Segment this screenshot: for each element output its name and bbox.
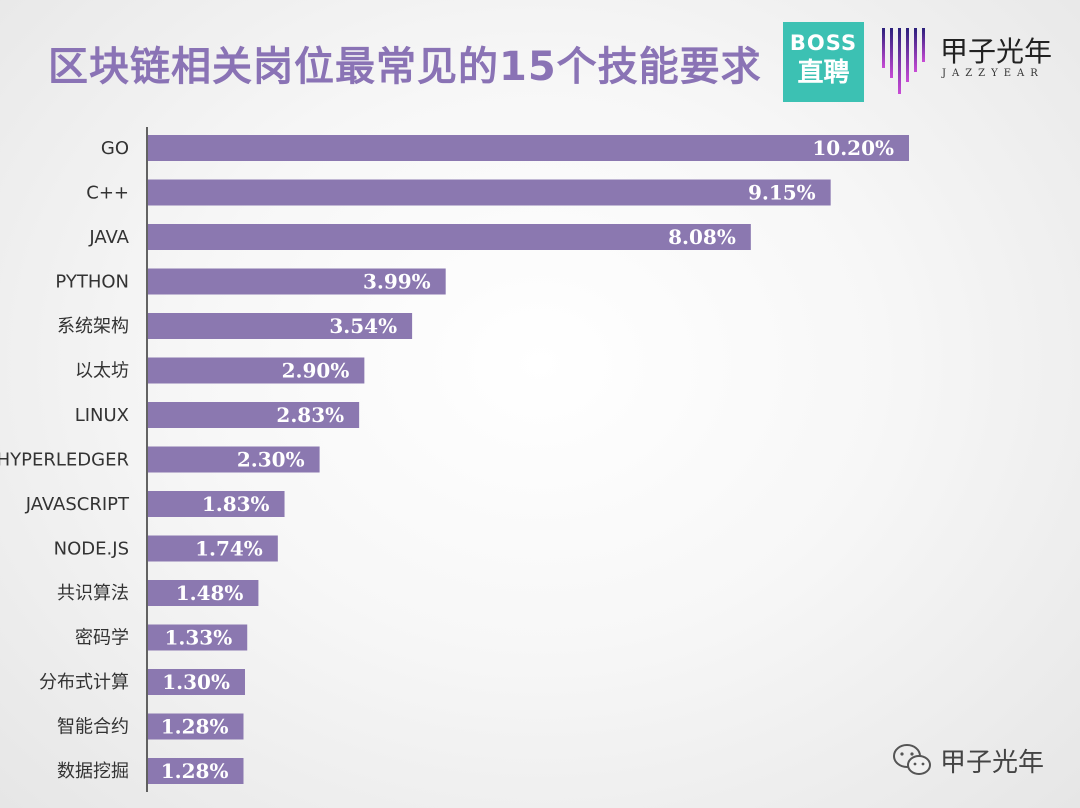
jazzyear-logo-name: 甲子光年	[940, 35, 1053, 68]
boss-logo-line1: BOSS	[789, 31, 858, 55]
jazzyear-logo-icon	[882, 28, 925, 94]
bar	[148, 624, 248, 651]
category-label: 以太坊	[75, 361, 129, 382]
watermark-text: 甲子光年	[940, 748, 1045, 778]
category-label: JAVASCRIPT	[25, 494, 130, 515]
data-label: 2.30%	[237, 448, 305, 472]
category-label: 密码学	[75, 628, 129, 649]
data-label: 1.28%	[161, 759, 229, 783]
category-label: JAVA	[88, 227, 129, 248]
boss-logo-line2: 直聘	[797, 58, 850, 88]
wechat-icon	[893, 744, 931, 775]
category-label: NODE.JS	[54, 539, 129, 560]
bar	[148, 535, 278, 562]
data-label: 2.90%	[282, 359, 350, 383]
category-label: LINUX	[75, 405, 129, 426]
data-label: 2.83%	[276, 403, 344, 427]
bar	[148, 758, 244, 784]
data-label: 1.74%	[195, 537, 263, 561]
category-label: GO	[101, 138, 129, 159]
bar	[148, 713, 244, 740]
category-label: HYPERLEDGER	[0, 450, 129, 471]
bar	[148, 135, 909, 161]
bar	[148, 580, 259, 606]
bar	[148, 179, 831, 206]
bar	[148, 357, 365, 384]
data-label: 1.30%	[162, 670, 230, 694]
jazzyear-logo-sub: JAZZYEAR	[942, 68, 1044, 79]
bar	[148, 491, 285, 517]
data-label: 1.33%	[165, 626, 233, 650]
page-title: 区块链相关岗位最常见的15个技能要求	[48, 44, 762, 90]
bar	[148, 268, 446, 295]
boss-zhipin-logo: BOSS 直聘	[783, 22, 864, 102]
bar	[148, 224, 751, 250]
category-label: PYTHON	[55, 272, 129, 293]
category-label: 分布式计算	[39, 672, 129, 693]
data-label: 10.20%	[812, 136, 894, 160]
category-label: C++	[86, 183, 129, 204]
data-label: 3.99%	[363, 270, 431, 294]
data-label: 1.28%	[161, 715, 229, 739]
data-label: 1.83%	[202, 492, 270, 516]
bar	[148, 313, 413, 339]
category-label: 数据挖掘	[57, 761, 129, 782]
bar	[148, 446, 320, 473]
category-label: 系统架构	[57, 316, 129, 337]
data-label: 3.54%	[329, 314, 397, 338]
category-label: 共识算法	[57, 583, 129, 604]
data-label: 8.08%	[668, 225, 736, 249]
data-label: 1.48%	[176, 581, 244, 605]
data-label: 9.15%	[748, 181, 816, 205]
bar	[148, 402, 360, 428]
bar	[148, 669, 245, 695]
category-label: 智能合约	[57, 717, 129, 738]
